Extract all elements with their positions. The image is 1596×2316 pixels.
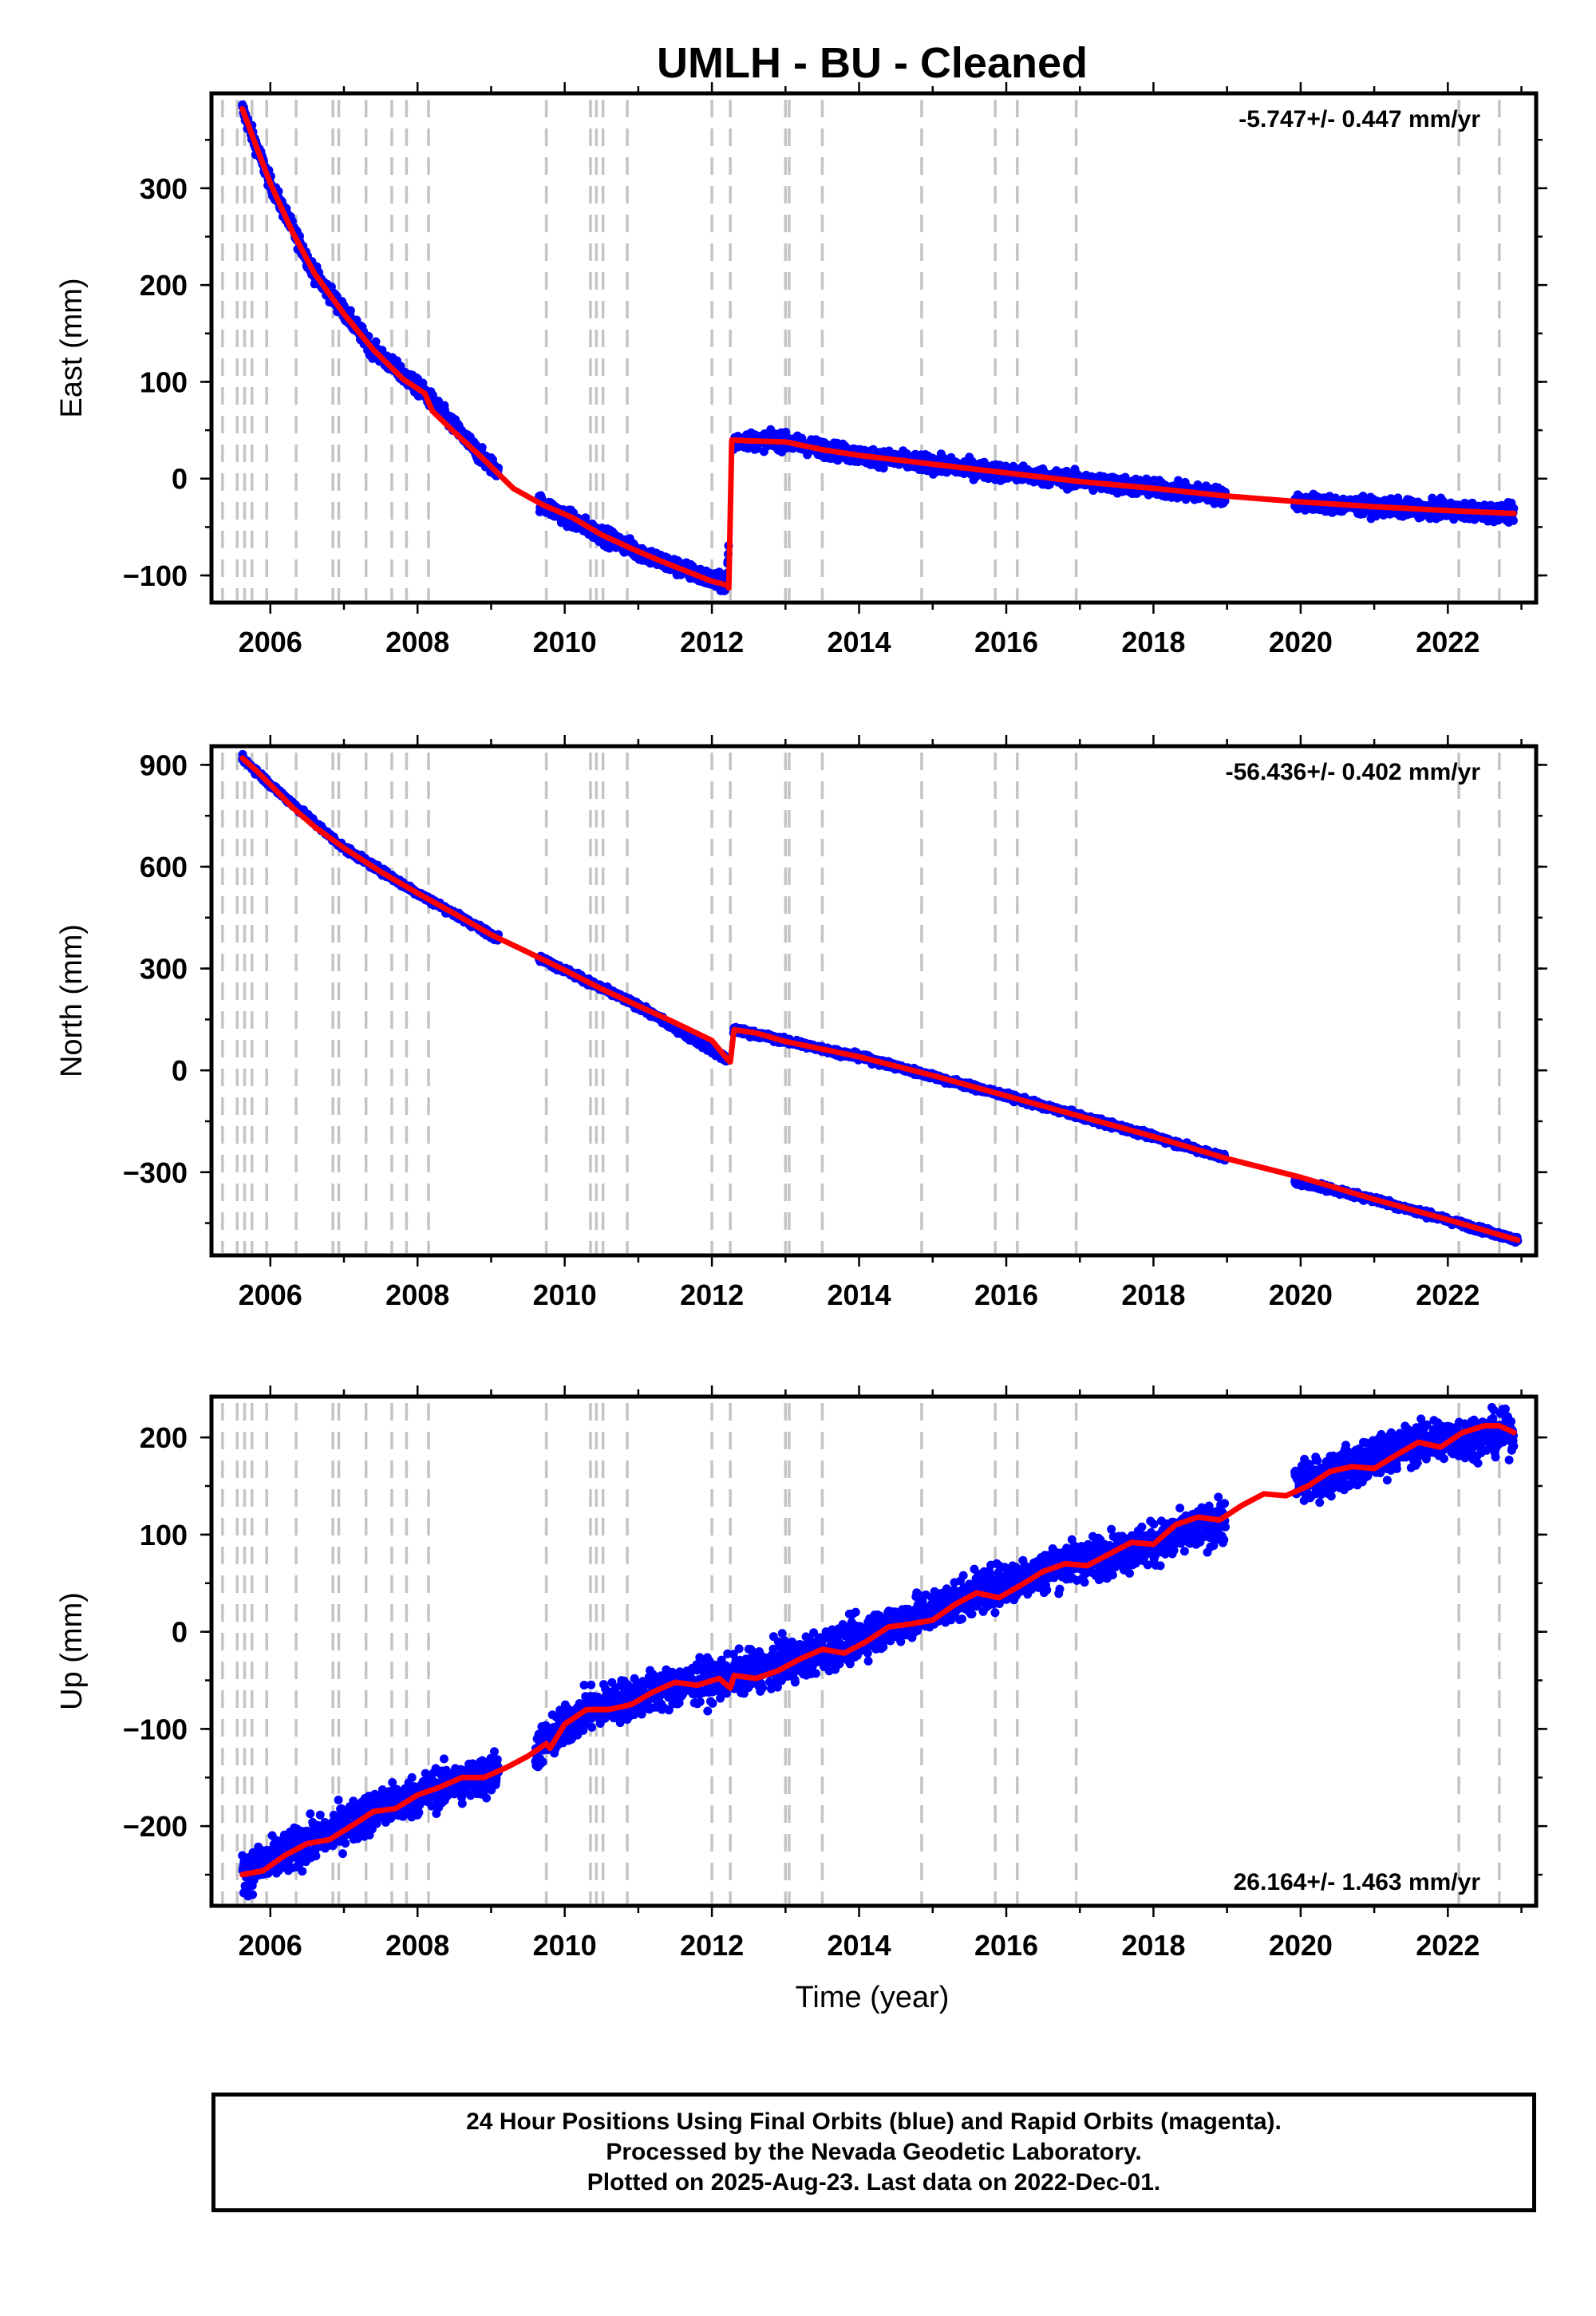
observation-points bbox=[238, 749, 1523, 1247]
y-tick-label: 300 bbox=[140, 172, 188, 205]
event-lines bbox=[221, 753, 1501, 1253]
x-tick-label: 2022 bbox=[1416, 626, 1479, 658]
x-tick-label: 2014 bbox=[828, 1929, 891, 1962]
x-tick-label: 2012 bbox=[680, 1929, 744, 1962]
x-axis-label: Time (year) bbox=[796, 1981, 950, 2014]
y-tick-label: −200 bbox=[123, 1810, 188, 1843]
x-tick-label: 2006 bbox=[239, 626, 302, 658]
plot-frame bbox=[209, 91, 1539, 605]
x-tick-label: 2012 bbox=[680, 1279, 744, 1311]
y-tick-label: 0 bbox=[172, 1054, 188, 1087]
y-tick-label: 0 bbox=[172, 463, 188, 496]
y-axis-label: North (mm) bbox=[55, 924, 89, 1077]
footer-line-1: 24 Hour Positions Using Final Orbits (bl… bbox=[466, 2109, 1282, 2135]
rate-label: 26.164+/- 1.463 mm/yr bbox=[1234, 1869, 1481, 1895]
x-tick-label: 2008 bbox=[385, 1929, 449, 1962]
panel-up: 2006 2008 2010 2012 2014 2016 2018 2020 2022 −200… bbox=[55, 1385, 1547, 1962]
x-tick-label: 2010 bbox=[533, 1929, 597, 1962]
y-tick-label: 100 bbox=[140, 1519, 188, 1551]
x-tick-label: 2010 bbox=[533, 1279, 597, 1311]
rate-label: -56.436+/- 0.402 mm/yr bbox=[1226, 759, 1481, 785]
x-tick-label: 2014 bbox=[828, 626, 891, 658]
x-tick-label: 2006 bbox=[239, 1929, 302, 1962]
panel-north: 2006 2008 2010 2012 2014 2016 2018 2020 2022 −300… bbox=[55, 735, 1547, 1311]
model-fit-line bbox=[239, 1423, 1517, 1878]
x-tick-label: 2016 bbox=[974, 1929, 1038, 1962]
x-tick-label: 2018 bbox=[1121, 1929, 1185, 1962]
x-tick-label: 2018 bbox=[1121, 626, 1185, 658]
event-lines bbox=[221, 100, 1501, 600]
y-tick-label: 0 bbox=[172, 1616, 188, 1649]
chart-title: UMLH - BU - Cleaned bbox=[657, 39, 1088, 87]
plot-frame bbox=[209, 1394, 1539, 1908]
y-tick-label: 200 bbox=[140, 1421, 188, 1454]
x-tick-label: 2022 bbox=[1416, 1279, 1479, 1311]
model-fit-line bbox=[239, 755, 1521, 1243]
y-tick-label: 600 bbox=[140, 851, 188, 883]
y-tick-label: 300 bbox=[140, 953, 188, 986]
x-tick-label: 2022 bbox=[1416, 1929, 1479, 1962]
panel-east: 2006 2008 2010 2012 2014 2016 2018 2020 2022 −100… bbox=[55, 82, 1547, 658]
x-tick-label: 2016 bbox=[974, 626, 1038, 658]
x-tick-label: 2008 bbox=[385, 626, 449, 658]
x-tick-label: 2020 bbox=[1269, 1279, 1333, 1311]
x-tick-label: 2018 bbox=[1121, 1279, 1185, 1311]
y-tick-label: 200 bbox=[140, 269, 188, 302]
x-tick-label: 2008 bbox=[385, 1279, 449, 1311]
x-tick-label: 2012 bbox=[680, 626, 744, 658]
y-tick-label: −100 bbox=[123, 559, 188, 592]
observation-points bbox=[238, 100, 1519, 595]
x-tick-label: 2006 bbox=[239, 1279, 302, 1311]
footer-note: 24 Hour Positions Using Final Orbits (bl… bbox=[211, 2093, 1536, 2212]
x-tick-label: 2016 bbox=[974, 1279, 1038, 1311]
x-tick-label: 2020 bbox=[1269, 626, 1333, 658]
x-tick-label: 2014 bbox=[828, 1279, 891, 1311]
panels-group: 2006 2008 2010 2012 2014 2016 2018 2020 2022 −100… bbox=[55, 82, 1547, 1962]
x-tick-label: 2020 bbox=[1269, 1929, 1333, 1962]
model-fit-line bbox=[239, 105, 1517, 591]
y-tick-label: 900 bbox=[140, 749, 188, 781]
plot-frame bbox=[209, 744, 1539, 1258]
rate-label: -5.747+/- 0.447 mm/yr bbox=[1238, 106, 1480, 132]
y-axis-label: East (mm) bbox=[55, 278, 89, 417]
y-tick-label: −300 bbox=[123, 1156, 188, 1189]
observation-points bbox=[238, 1403, 1519, 1901]
footer-line-2: Processed by the Nevada Geodetic Laborat… bbox=[606, 2139, 1142, 2165]
footer-line-3: Plotted on 2025-Aug-23. Last data on 202… bbox=[587, 2169, 1161, 2195]
y-tick-label: 100 bbox=[140, 366, 188, 398]
y-tick-label: −100 bbox=[123, 1713, 188, 1745]
y-axis-label: Up (mm) bbox=[55, 1592, 89, 1710]
x-tick-label: 2010 bbox=[533, 626, 597, 658]
